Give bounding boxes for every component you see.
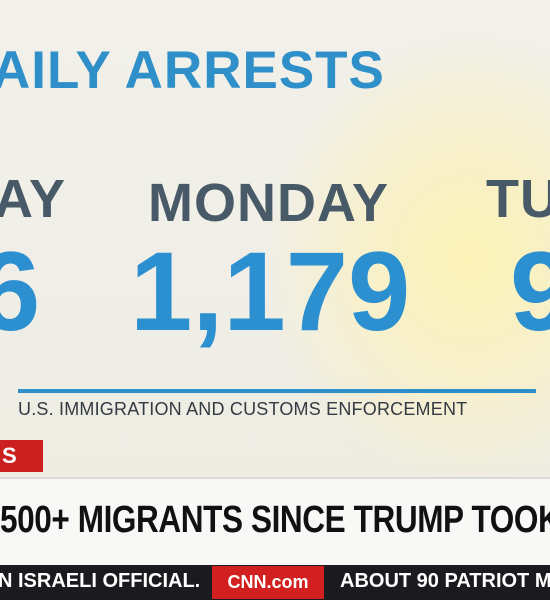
source-credit: U.S. IMMIGRATION AND CUSTOMS ENFORCEMENT	[18, 399, 468, 419]
ticker-item-left: N ISRAELI OFFICIAL.	[0, 570, 201, 592]
arrest-count-monday: 1,179	[130, 229, 411, 354]
graphic-title: AILY ARRESTS	[0, 41, 385, 100]
breaking-news-tag: S	[0, 440, 43, 472]
day-label-prev: AY	[0, 169, 67, 229]
ticker-item-right: ABOUT 90 PATRIOT M	[340, 570, 550, 592]
arrest-count-next: 9	[510, 229, 550, 354]
day-label-monday: MONDAY	[148, 173, 390, 233]
day-label-next: TU	[486, 169, 550, 229]
source-divider	[18, 389, 536, 393]
arrest-count-prev: 6	[0, 229, 41, 354]
headline-banner	[0, 477, 550, 567]
network-logo: CNN.com	[212, 566, 324, 599]
headline-text: 500+ MIGRANTS SINCE TRUMP TOOK O	[0, 499, 550, 541]
